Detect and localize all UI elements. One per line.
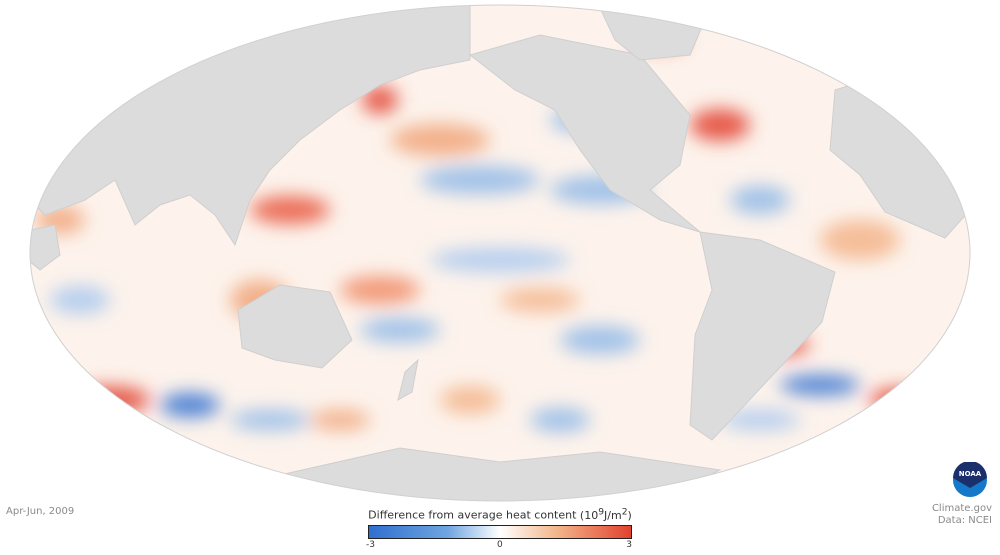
data-credit: Data: NCEI bbox=[937, 515, 992, 526]
anomaly-patch bbox=[340, 276, 420, 304]
land-australia bbox=[237, 284, 353, 369]
anomaly-patch bbox=[780, 375, 860, 395]
world-map bbox=[29, 4, 971, 502]
legend-title-text: Difference from average heat content bbox=[368, 508, 577, 522]
color-legend: Difference from average heat content (10… bbox=[366, 506, 632, 551]
anomaly-patch bbox=[530, 408, 590, 432]
globe-outline bbox=[29, 4, 971, 502]
anomaly-patch bbox=[360, 318, 440, 342]
noaa-logo: NOAA bbox=[953, 462, 987, 497]
land-antarctica bbox=[278, 447, 722, 501]
anomaly-patch bbox=[362, 86, 398, 114]
land-south-america bbox=[689, 231, 836, 441]
land-masses bbox=[30, 5, 970, 501]
period-label: Apr-Jun, 2009 bbox=[6, 506, 75, 517]
anomaly-patch bbox=[230, 410, 310, 430]
legend-unit: (109J/m2) bbox=[579, 506, 632, 522]
unit-prefix: (10 bbox=[579, 508, 599, 522]
legend-color-bar bbox=[368, 524, 632, 539]
unit-suffix: ) bbox=[627, 508, 632, 522]
anomaly-patch bbox=[420, 166, 540, 194]
anomaly-patch bbox=[430, 248, 570, 272]
anomaly-patch bbox=[720, 410, 800, 430]
anomaly-patch bbox=[560, 326, 640, 354]
unit-exponent: 9 bbox=[598, 506, 605, 517]
land-new-zealand bbox=[397, 358, 419, 402]
anomaly-patch bbox=[500, 288, 580, 312]
anomaly-patch bbox=[820, 220, 900, 260]
source-credit: Climate.gov bbox=[931, 503, 992, 514]
legend-tick-min: -3 bbox=[366, 539, 375, 550]
anomaly-patch bbox=[310, 410, 370, 430]
credits: Climate.gov Data: NCEI bbox=[932, 503, 992, 527]
anomaly-patch bbox=[160, 393, 220, 417]
anomaly-patch bbox=[390, 124, 490, 156]
anomaly-patch bbox=[440, 386, 500, 414]
anomaly-patch bbox=[50, 286, 110, 314]
anomaly-patch bbox=[690, 109, 750, 141]
anomaly-patch bbox=[70, 386, 150, 414]
legend-tick-max: 3 bbox=[626, 539, 632, 550]
unit-mid: J/m bbox=[604, 508, 622, 522]
anomaly-patch bbox=[250, 196, 330, 224]
anomaly-patch bbox=[730, 186, 790, 214]
svg-text:NOAA: NOAA bbox=[959, 470, 982, 478]
land-africa-east bbox=[30, 224, 61, 271]
legend-title: Difference from average heat content (10… bbox=[368, 506, 632, 522]
legend-tick-mid: 0 bbox=[497, 539, 503, 550]
unit-exponent-2: 2 bbox=[621, 506, 628, 517]
